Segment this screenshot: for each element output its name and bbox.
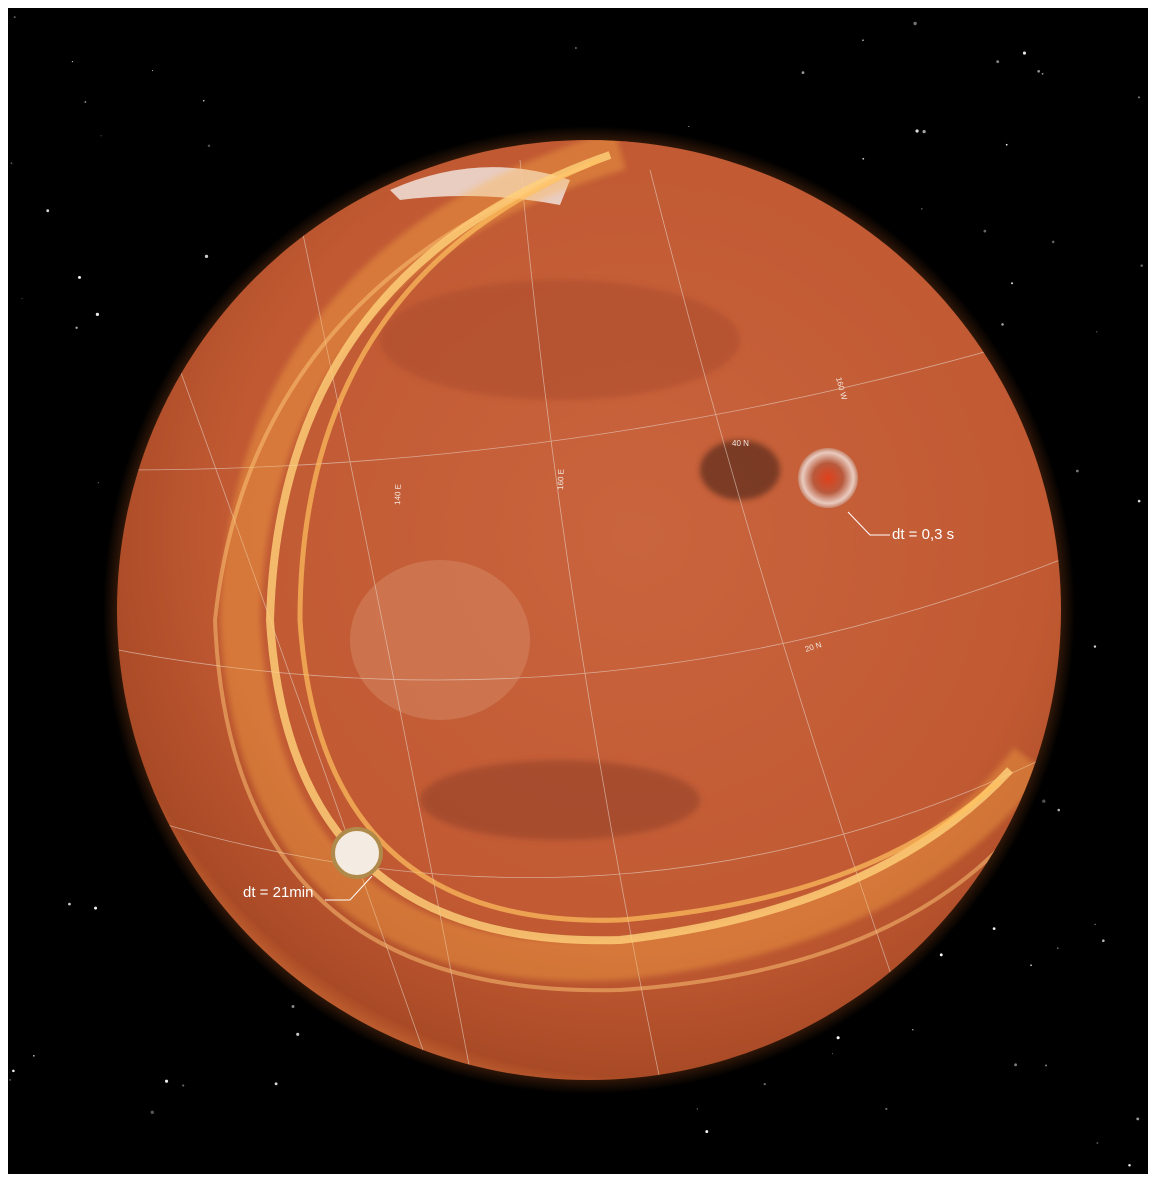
lander [331, 827, 383, 879]
star [922, 130, 926, 134]
grid-label: 160 E [556, 469, 566, 490]
star [1045, 1064, 1047, 1067]
star [1137, 499, 1141, 503]
star [78, 275, 81, 279]
star [912, 1029, 914, 1031]
star [1005, 143, 1008, 146]
star [1022, 51, 1027, 55]
star [291, 1004, 295, 1008]
star [913, 21, 917, 26]
star [207, 144, 211, 148]
star [13, 16, 16, 19]
star [1096, 1142, 1099, 1144]
star [688, 125, 690, 128]
star [836, 1036, 840, 1040]
star [71, 60, 74, 63]
star [705, 1130, 709, 1134]
impact-crater [798, 448, 858, 508]
star [100, 135, 102, 137]
star [1102, 939, 1105, 943]
star [95, 312, 100, 317]
star [862, 157, 865, 160]
star [68, 902, 71, 906]
star [202, 99, 205, 102]
star [983, 229, 987, 233]
star [1140, 264, 1143, 267]
star [939, 953, 943, 957]
star [1014, 1063, 1018, 1067]
star [204, 254, 209, 259]
star [164, 1079, 169, 1083]
star [1057, 808, 1060, 812]
star [996, 60, 1000, 64]
star [575, 47, 577, 49]
star [1041, 72, 1044, 75]
star [21, 297, 23, 300]
star [801, 71, 805, 74]
star [1094, 923, 1096, 926]
star [84, 101, 87, 103]
star [1093, 645, 1097, 648]
star [1128, 1163, 1131, 1167]
star [1051, 240, 1055, 244]
star [151, 70, 153, 72]
star [921, 208, 923, 210]
seismic-rings [212, 140, 1046, 993]
star [1095, 331, 1098, 333]
star [150, 1110, 154, 1114]
leader-line [847, 511, 890, 536]
star [915, 129, 919, 133]
star [1011, 282, 1013, 285]
stars [9, 16, 1143, 1167]
star [33, 1055, 35, 1057]
star [1137, 96, 1140, 99]
star [182, 1084, 185, 1087]
star [992, 927, 996, 931]
star [1136, 1117, 1140, 1121]
star [10, 162, 13, 165]
star [1037, 69, 1040, 73]
grid-label: 40 N [732, 439, 749, 448]
star [46, 209, 50, 213]
star [9, 1079, 11, 1081]
star [763, 1082, 766, 1086]
star [1057, 947, 1059, 949]
star [885, 1107, 888, 1111]
star [1001, 323, 1004, 326]
star [97, 482, 99, 484]
star [296, 1032, 300, 1036]
star [831, 1053, 834, 1055]
star [862, 39, 864, 42]
star [1042, 799, 1046, 803]
leader-line [325, 875, 373, 901]
grid-label: 140 E [393, 484, 403, 505]
annotation: dt = 21min [243, 884, 313, 901]
star [274, 1082, 278, 1086]
star [1076, 469, 1079, 473]
star [94, 906, 98, 910]
star [1030, 964, 1032, 967]
star [75, 326, 78, 329]
star [696, 1108, 699, 1110]
star [12, 1069, 15, 1073]
surface-features [350, 167, 780, 840]
annotation: dt = 0,3 s [892, 526, 954, 543]
